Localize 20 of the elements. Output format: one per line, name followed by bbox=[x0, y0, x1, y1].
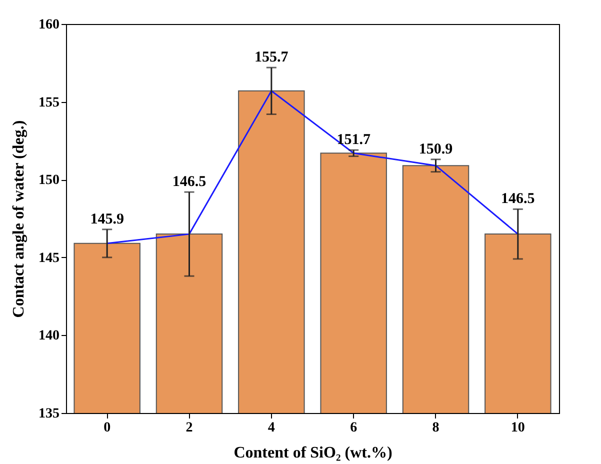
y-axis-title: Contact angle of water (deg.) bbox=[10, 120, 28, 318]
y-tick-label: 140 bbox=[38, 328, 60, 344]
x-tick-label: 0 bbox=[104, 420, 111, 436]
data-label: 146.5 bbox=[501, 191, 535, 208]
data-label: 155.7 bbox=[254, 50, 289, 66]
x-tick-label: 8 bbox=[432, 420, 440, 436]
y-tick-label: 150 bbox=[38, 173, 60, 188]
y-tick-label: 135 bbox=[38, 406, 60, 422]
y-tick-label: 160 bbox=[38, 18, 60, 32]
x-axis-title: Content of SiO₂ (wt.%) bbox=[234, 444, 392, 462]
x-tick-label: 2 bbox=[186, 420, 193, 436]
data-label: 145.9 bbox=[90, 211, 124, 228]
y-tick-label: 145 bbox=[38, 250, 60, 266]
data-label: 146.5 bbox=[172, 174, 206, 190]
data-label: 150.9 bbox=[418, 141, 453, 158]
x-tick-label: 6 bbox=[350, 420, 358, 436]
y-tick-label: 155 bbox=[38, 95, 60, 110]
x-tick-label: 10 bbox=[510, 420, 525, 436]
x-tick-label: 4 bbox=[268, 420, 275, 436]
data-label: 151.7 bbox=[336, 132, 371, 148]
